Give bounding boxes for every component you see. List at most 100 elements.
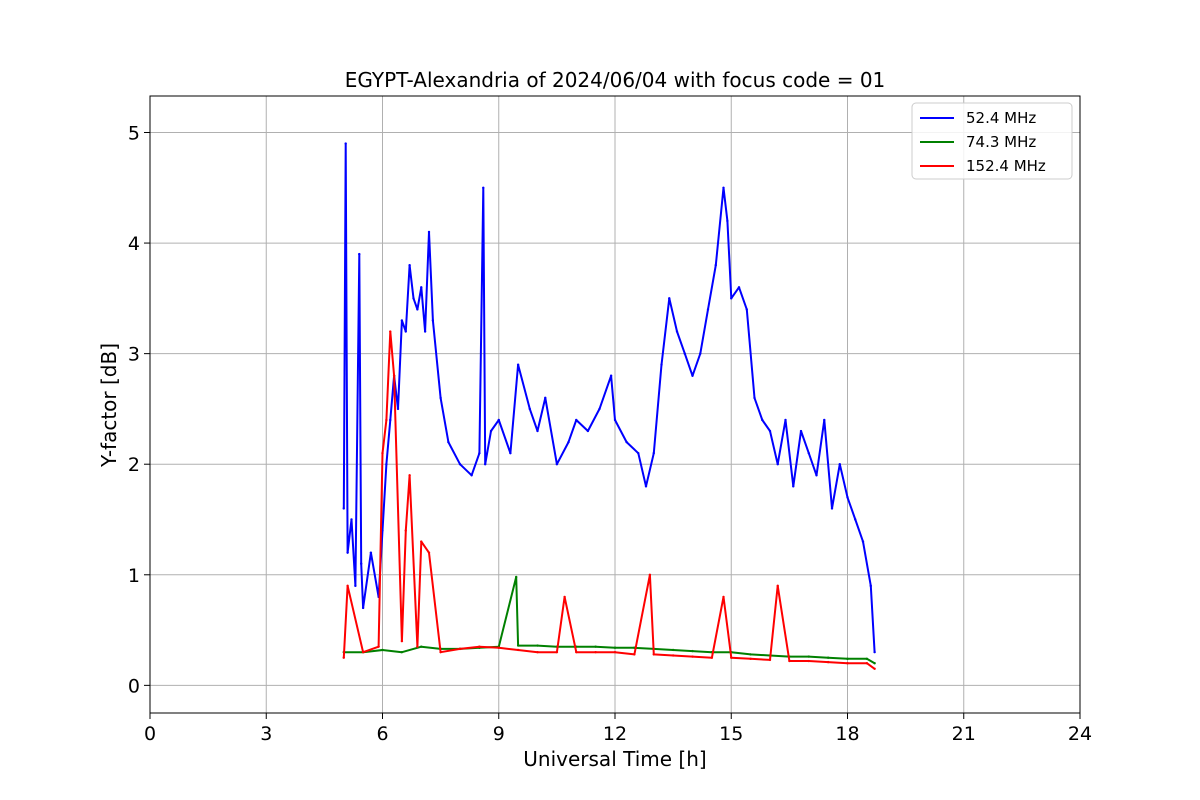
series-2-point bbox=[776, 584, 779, 588]
series-0-point bbox=[350, 518, 353, 521]
series-2-point bbox=[458, 647, 462, 651]
series-1-point bbox=[536, 644, 539, 647]
x-tick-label: 0 bbox=[144, 723, 156, 745]
series-0-point bbox=[807, 451, 810, 455]
series-0-point bbox=[361, 606, 365, 610]
series-0-point bbox=[726, 219, 729, 223]
series-0-point bbox=[489, 429, 493, 433]
x-tick-label: 18 bbox=[835, 723, 859, 745]
series-0-point bbox=[792, 485, 795, 488]
series-2-point bbox=[361, 650, 365, 654]
series-0-point bbox=[846, 496, 849, 499]
series-1-point bbox=[807, 655, 810, 658]
series-2-point bbox=[536, 650, 539, 654]
series-2-point bbox=[575, 650, 578, 654]
series-2-point bbox=[392, 374, 396, 377]
series-2-point bbox=[555, 650, 559, 654]
series-0-point bbox=[761, 418, 764, 422]
series-0-point bbox=[567, 440, 570, 444]
series-0-point bbox=[652, 451, 655, 455]
series-0-point bbox=[575, 418, 578, 422]
x-tick-label: 15 bbox=[719, 723, 743, 745]
series-0-point bbox=[470, 474, 473, 477]
series-0-point bbox=[730, 297, 733, 300]
series-0-point bbox=[753, 396, 756, 400]
legend-label-2: 152.4 MHz bbox=[966, 157, 1046, 175]
x-tick-label: 12 bbox=[603, 723, 627, 745]
series-0-point bbox=[423, 330, 427, 333]
series-2-point bbox=[420, 540, 423, 543]
series-0-point bbox=[683, 352, 686, 355]
x-tick-label: 21 bbox=[952, 723, 976, 745]
series-0-point bbox=[613, 418, 617, 422]
y-tick-label: 0 bbox=[128, 675, 140, 697]
series-2-point bbox=[710, 656, 714, 659]
series-0-point bbox=[385, 463, 388, 466]
series-2-point bbox=[633, 653, 636, 656]
series-0-point bbox=[830, 507, 834, 510]
series-0-point bbox=[369, 551, 373, 554]
x-tick-label: 3 bbox=[260, 723, 272, 745]
series-2-point bbox=[563, 595, 566, 599]
series-0-point bbox=[699, 352, 702, 355]
series-2-point bbox=[730, 656, 733, 659]
series-2-point bbox=[807, 659, 810, 663]
series-0-point bbox=[625, 440, 628, 444]
series-0-point bbox=[555, 463, 559, 466]
series-2-point bbox=[691, 655, 694, 658]
series-2-point bbox=[722, 595, 725, 599]
series-0-point bbox=[404, 330, 407, 333]
series-0-point bbox=[483, 463, 487, 466]
series-2-point bbox=[497, 646, 500, 649]
series-0-point bbox=[416, 308, 419, 311]
series-0-point bbox=[714, 263, 717, 267]
series-0-point bbox=[823, 418, 826, 422]
series-line-2 bbox=[342, 330, 876, 670]
series-2-point bbox=[768, 658, 772, 662]
series-1-point bbox=[865, 657, 869, 661]
series-0-point bbox=[768, 429, 772, 433]
series-2-point bbox=[826, 660, 830, 664]
series-0-point bbox=[396, 407, 400, 411]
series-0-point bbox=[675, 330, 679, 333]
legend: 52.4 MHz 74.3 MHz 152.4 MHz bbox=[911, 102, 1073, 180]
series-1-point bbox=[826, 656, 830, 659]
legend-label-1: 74.3 MHz bbox=[966, 133, 1036, 151]
series-0-point bbox=[873, 650, 876, 654]
series-layer bbox=[342, 142, 876, 670]
series-2-point bbox=[416, 645, 419, 648]
grid bbox=[149, 96, 1081, 713]
series-0-point bbox=[784, 418, 787, 422]
series-0-point bbox=[420, 286, 423, 289]
series-2-point bbox=[788, 659, 791, 663]
series-0-point bbox=[536, 429, 539, 433]
chart-title: EGYPT-Alexandria of 2024/06/04 with focu… bbox=[345, 68, 886, 92]
series-2-point bbox=[652, 653, 655, 656]
x-tick-label: 6 bbox=[376, 723, 388, 745]
series-1-point bbox=[613, 646, 617, 649]
series-0-point bbox=[528, 407, 531, 411]
series-0-point bbox=[346, 551, 349, 554]
series-2-point bbox=[400, 639, 404, 643]
series-0-point bbox=[691, 374, 694, 377]
series-line-0 bbox=[342, 142, 876, 653]
series-2-point bbox=[671, 654, 675, 657]
series-1-point bbox=[420, 645, 423, 648]
legend-box bbox=[911, 102, 1073, 180]
series-1-point bbox=[873, 662, 876, 665]
series-2-point bbox=[594, 650, 597, 654]
y-tick-label: 5 bbox=[128, 122, 140, 144]
series-0-point bbox=[544, 396, 547, 400]
series-0-point bbox=[598, 407, 601, 411]
series-1-point bbox=[516, 644, 520, 647]
series-1-point bbox=[400, 650, 404, 654]
series-0-point bbox=[815, 474, 818, 477]
series-1-point bbox=[594, 645, 597, 648]
series-2-point bbox=[846, 662, 849, 665]
series-0-point bbox=[745, 308, 748, 311]
series-0-point bbox=[861, 540, 865, 543]
series-2-point bbox=[342, 656, 345, 659]
y-tick-label: 4 bbox=[128, 233, 140, 255]
series-0-point bbox=[838, 463, 841, 466]
